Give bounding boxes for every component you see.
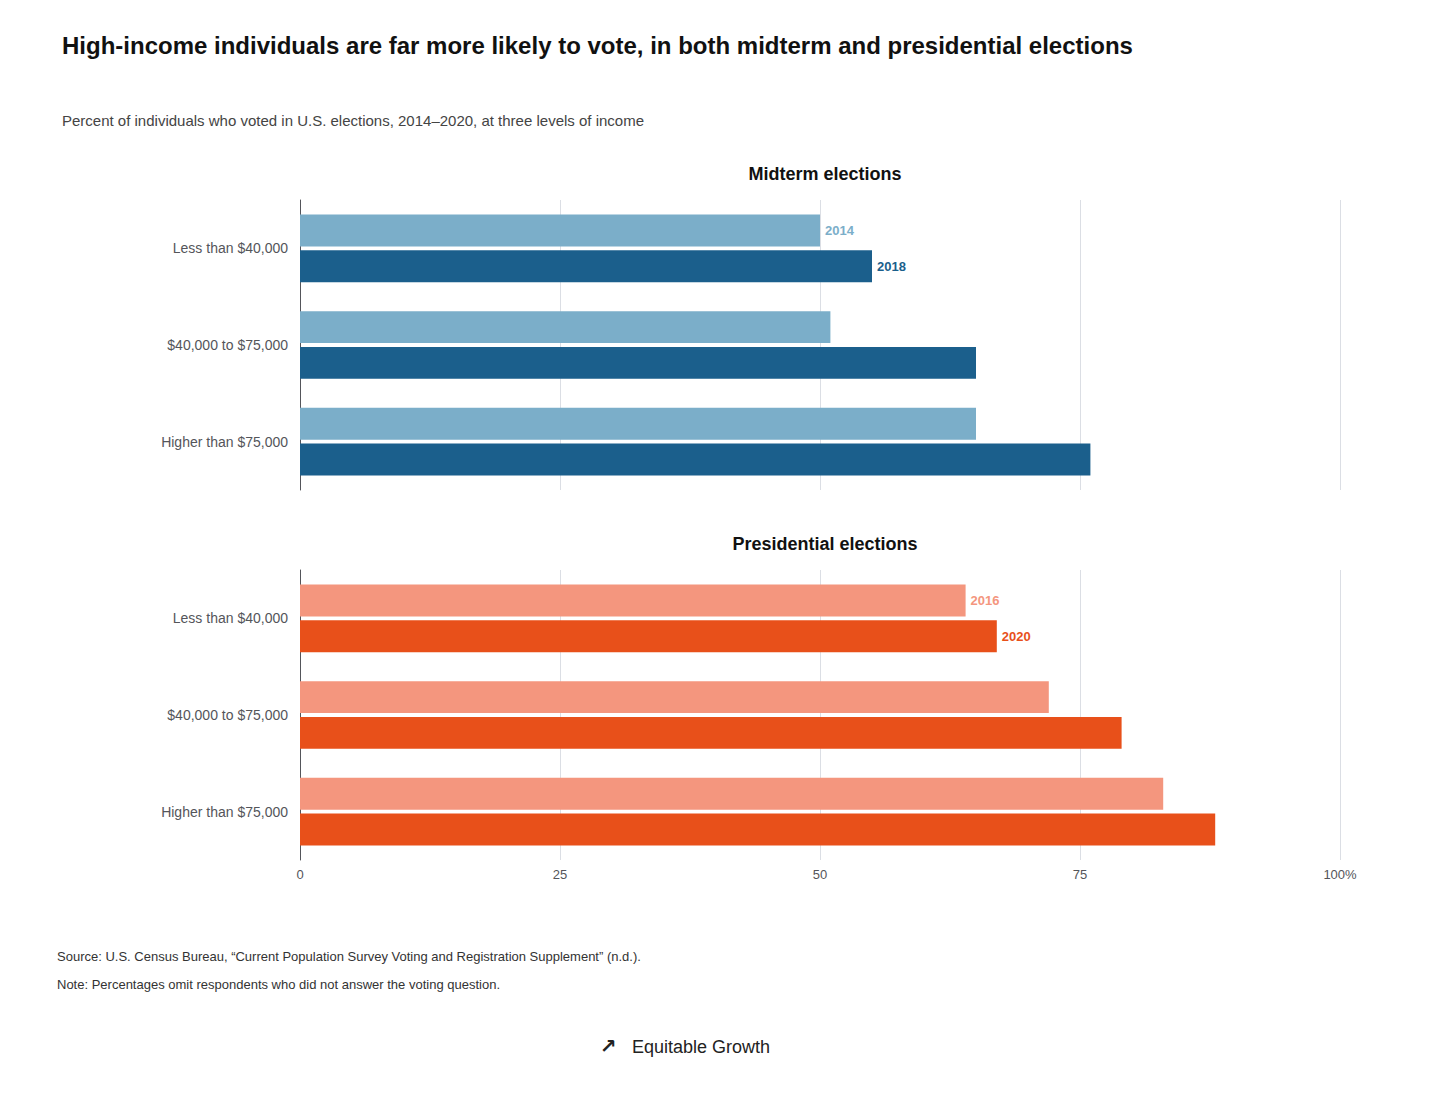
svg-text:Less than $40,000: Less than $40,000 <box>173 610 288 626</box>
svg-text:Note: Percentages omit respond: Note: Percentages omit respondents who d… <box>57 977 500 992</box>
svg-text:Midterm elections: Midterm elections <box>748 164 901 184</box>
svg-text:Less than $40,000: Less than $40,000 <box>173 240 288 256</box>
svg-text:$40,000 to $75,000: $40,000 to $75,000 <box>167 337 288 353</box>
svg-text:2018: 2018 <box>877 259 906 274</box>
svg-text:↗: ↗ <box>600 1034 617 1058</box>
svg-text:Higher than $75,000: Higher than $75,000 <box>161 804 288 820</box>
svg-text:2014: 2014 <box>825 223 855 238</box>
svg-text:Presidential elections: Presidential elections <box>732 534 917 554</box>
svg-text:$40,000 to $75,000: $40,000 to $75,000 <box>167 707 288 723</box>
svg-text:2016: 2016 <box>971 593 1000 608</box>
svg-text:50: 50 <box>813 867 827 882</box>
svg-text:100%: 100% <box>1323 867 1357 882</box>
svg-text:2020: 2020 <box>1002 629 1031 644</box>
svg-text:High-income individuals are fa: High-income individuals are far more lik… <box>62 32 1133 59</box>
svg-text:25: 25 <box>553 867 567 882</box>
svg-text:75: 75 <box>1073 867 1087 882</box>
svg-text:Equitable Growth: Equitable Growth <box>632 1037 770 1057</box>
svg-text:Percent of individuals who vot: Percent of individuals who voted in U.S.… <box>62 112 644 129</box>
svg-text:Source: U.S. Census Bureau, “C: Source: U.S. Census Bureau, “Current Pop… <box>57 949 641 964</box>
svg-text:0: 0 <box>296 867 303 882</box>
svg-text:Higher than $75,000: Higher than $75,000 <box>161 434 288 450</box>
